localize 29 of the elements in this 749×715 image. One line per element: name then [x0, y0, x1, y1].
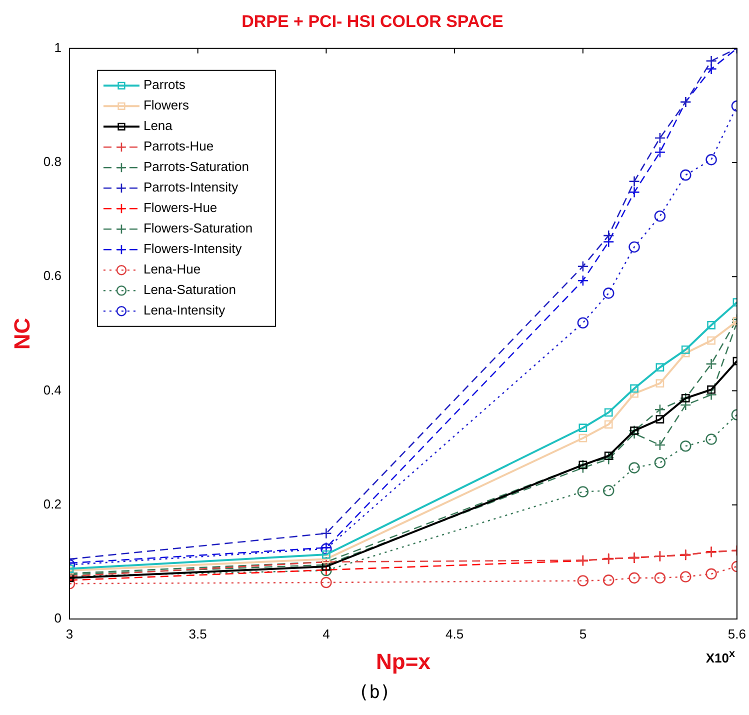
legend-label: Flowers-Hue [143, 200, 218, 216]
legend-label: Lena-Saturation [143, 282, 236, 298]
legend-label: Parrots [143, 77, 186, 92]
legend-label: Lena [143, 118, 174, 134]
y-tick-label: 0.6 [43, 268, 62, 284]
text: X10$^{x}$ [706, 648, 735, 666]
y-axis-title: NC [9, 318, 34, 350]
text: (b) [357, 682, 392, 703]
legend-label: Parrots-Hue [143, 138, 214, 154]
x-tick-label: 5.6 [728, 626, 746, 642]
legend-label: Lena-Hue [143, 262, 201, 277]
legend-label: Flowers-Intensity [143, 241, 242, 256]
x-tick-label: 3.5 [188, 626, 207, 642]
x-tick-label: 4.5 [446, 626, 464, 642]
x-tick-label: 4 [322, 626, 330, 642]
legend-label: Lena-Intensity [143, 302, 226, 318]
y-tick-label: 0.2 [43, 496, 62, 512]
legend-label: Parrots-Intensity [143, 180, 239, 195]
x-tick-label: 3 [66, 626, 74, 642]
x-axis-title: Np=x [376, 648, 432, 674]
legend-label: Parrots-Saturation [143, 159, 249, 174]
legend-label: Flowers-Saturation [143, 220, 253, 236]
legend-label: Flowers [143, 98, 190, 113]
chart-title: DRPE + PCI- HSI COLOR SPACE [242, 12, 504, 31]
x-tick-label: 5 [579, 626, 587, 642]
y-tick-label: 1 [54, 40, 62, 55]
y-tick-label: 0 [54, 610, 62, 626]
y-tick-label: 0.4 [43, 382, 62, 398]
y-tick-label: 0.8 [43, 154, 62, 170]
